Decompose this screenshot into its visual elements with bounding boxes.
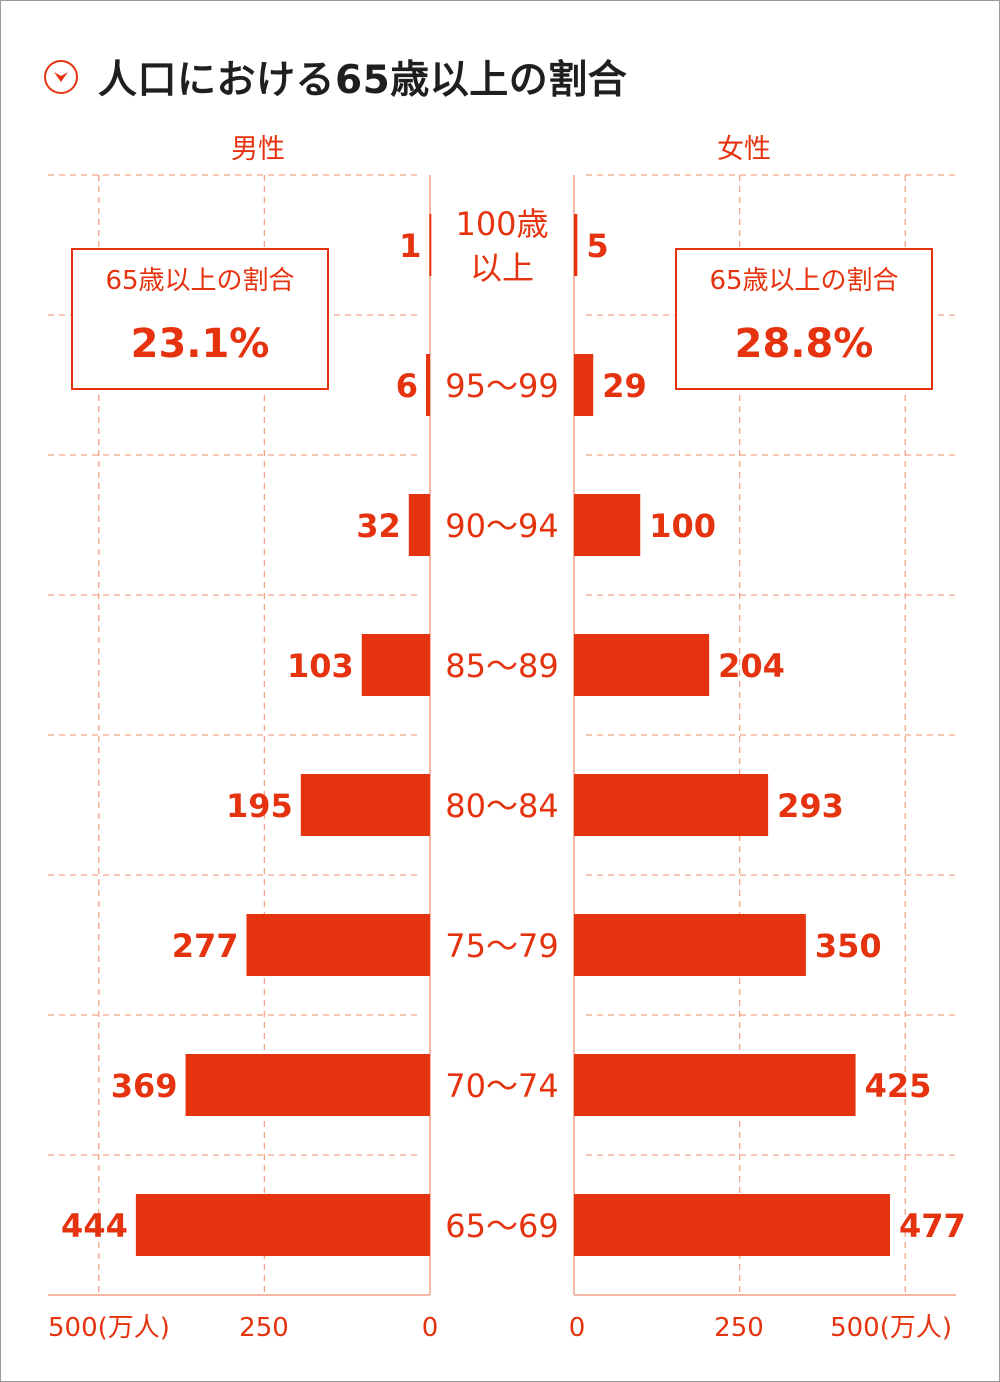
female-value-label: 29 <box>602 367 647 405</box>
female-ratio-box: 65歳以上の割合 28.8% <box>675 248 933 390</box>
male-label: 男性 <box>231 134 285 165</box>
age-group-label: 90〜94 <box>445 507 558 545</box>
male-bar <box>185 1054 430 1116</box>
age-group-label: 75〜79 <box>445 927 558 965</box>
male-value-label: 195 <box>226 787 293 825</box>
male-value-label: 103 <box>287 647 354 685</box>
male-value-label: 369 <box>111 1067 178 1105</box>
female-bar <box>574 494 641 556</box>
female-value-label: 293 <box>777 787 844 825</box>
age-group-label: 85〜89 <box>445 647 558 685</box>
age-group-label: 70〜74 <box>445 1067 558 1105</box>
male-tick-label: 0 <box>422 1313 439 1343</box>
female-bar <box>574 774 769 836</box>
male-bar <box>135 1194 430 1256</box>
male-bar <box>361 634 430 696</box>
female-bar <box>574 1194 891 1256</box>
male-bar <box>429 214 432 276</box>
age-group-label: 65〜69 <box>445 1207 558 1245</box>
age-group-label: 100歳 <box>455 205 548 243</box>
female-tick-label: 500(万人) <box>830 1313 952 1343</box>
male-value-label: 444 <box>61 1207 128 1245</box>
male-bar <box>246 914 430 976</box>
female-value-label: 100 <box>649 507 716 545</box>
female-bar <box>574 634 710 696</box>
male-value-label: 6 <box>396 367 418 405</box>
female-ratio-value: 28.8% <box>734 321 874 367</box>
female-bar <box>574 914 806 976</box>
male-bar <box>426 354 430 416</box>
male-ratio-label: 65歳以上の割合 <box>105 266 295 296</box>
male-ratio-value: 23.1% <box>130 321 270 367</box>
female-value-label: 204 <box>718 647 785 685</box>
male-bar <box>408 494 430 556</box>
female-ratio-label: 65歳以上の割合 <box>709 266 899 296</box>
age-group-label: 95〜99 <box>445 367 558 405</box>
chevron-down-circle-icon <box>44 60 78 94</box>
female-bar <box>574 1054 856 1116</box>
chart-title: 人口における65歳以上の割合 <box>98 58 628 103</box>
male-value-label: 1 <box>399 227 421 265</box>
male-bar <box>300 774 430 836</box>
male-ratio-box: 65歳以上の割合 23.1% <box>71 248 329 390</box>
female-label: 女性 <box>717 134 771 165</box>
male-value-label: 32 <box>356 507 401 545</box>
male-tick-label: 250 <box>239 1313 289 1343</box>
age-group-label: 80〜84 <box>445 787 558 825</box>
female-bar <box>574 214 578 276</box>
female-tick-label: 0 <box>569 1313 586 1343</box>
female-value-label: 5 <box>586 227 608 265</box>
female-value-label: 425 <box>865 1067 932 1105</box>
chart-header: 人口における65歳以上の割合 <box>44 52 628 103</box>
male-tick-label: 500(万人) <box>48 1313 170 1343</box>
female-value-label: 477 <box>899 1207 966 1245</box>
female-tick-label: 250 <box>714 1313 764 1343</box>
age-group-label: 以上 <box>470 249 534 287</box>
female-bar <box>574 354 594 416</box>
female-value-label: 350 <box>815 927 882 965</box>
male-value-label: 277 <box>172 927 239 965</box>
